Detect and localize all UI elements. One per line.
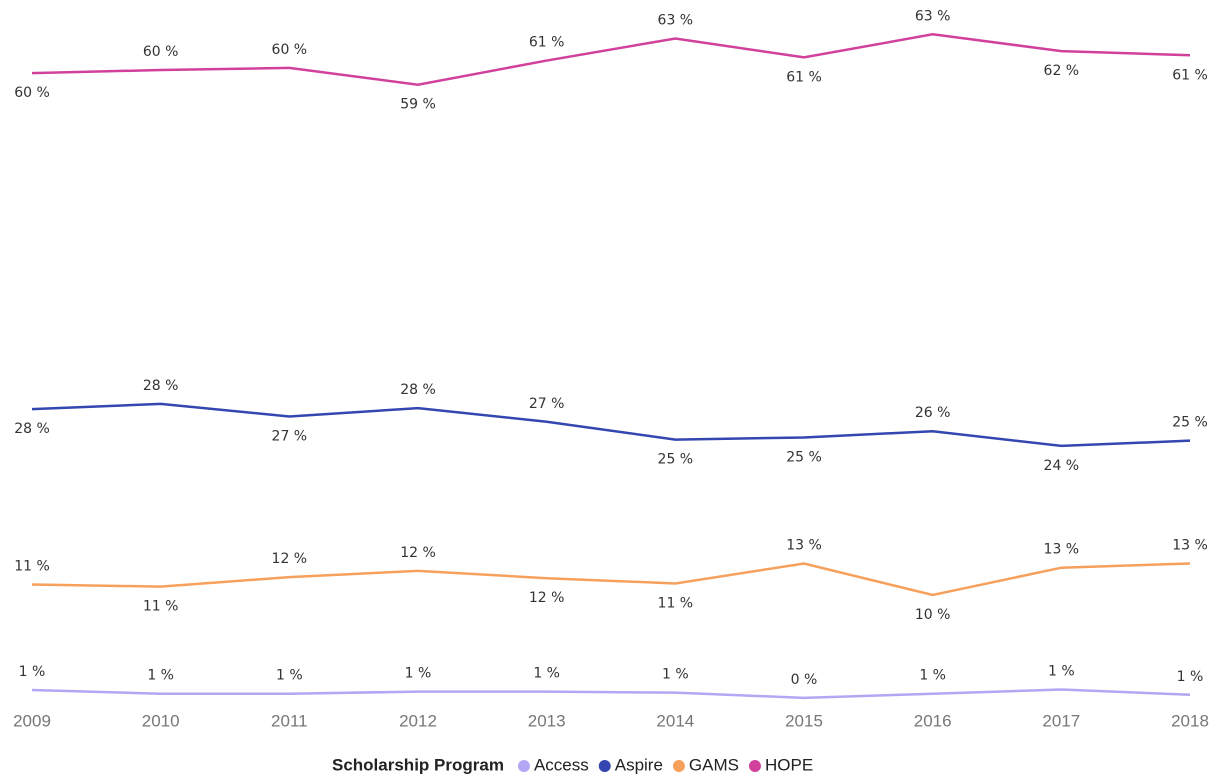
data-label: 13 % — [1044, 542, 1080, 558]
data-label: 1 % — [662, 667, 689, 683]
data-label: 25 % — [786, 450, 822, 466]
data-label: 1 % — [19, 664, 46, 680]
data-label: 1 % — [276, 668, 303, 684]
data-label: 1 % — [533, 666, 560, 682]
x-tick-label: 2010 — [142, 711, 180, 730]
x-tick-label: 2009 — [13, 711, 51, 730]
data-label: 1 % — [919, 668, 946, 684]
line — [31, 688, 1191, 700]
legend-marker — [748, 760, 761, 772]
data-label: 28 % — [143, 378, 179, 394]
x-tick-label: 2012 — [399, 711, 437, 730]
legend: Scholarship Program Access Aspire GAMS HOPE — [332, 755, 813, 774]
data-label: 1 % — [1177, 669, 1204, 685]
data-label: 10 % — [915, 607, 951, 623]
x-tick-label: 2017 — [1042, 711, 1080, 730]
data-label: 62 % — [1044, 63, 1080, 79]
x-tick-label: 2014 — [656, 711, 694, 730]
x-tick-label: 2015 — [785, 711, 823, 730]
x-tick-label: 2013 — [528, 711, 566, 730]
data-label: 11 % — [658, 595, 694, 611]
data-label: 60 % — [14, 85, 50, 101]
data-label: 0 % — [791, 672, 818, 688]
legend-label: GAMS — [689, 755, 739, 774]
line — [31, 402, 1191, 448]
data-label: 27 % — [272, 429, 308, 445]
legend-label: Aspire — [615, 755, 663, 774]
data-label: 1 % — [147, 668, 174, 684]
data-label: 28 % — [400, 382, 436, 398]
x-tick-label: 2018 — [1171, 711, 1209, 730]
data-label: 61 % — [529, 35, 565, 51]
data-label: 13 % — [786, 538, 822, 554]
data-label: 59 % — [400, 97, 436, 113]
data-label: 12 % — [400, 545, 436, 561]
data-label: 25 % — [1172, 415, 1208, 431]
x-tick-label: 2011 — [271, 711, 308, 730]
data-label: 26 % — [915, 405, 951, 421]
legend-marker — [517, 760, 530, 772]
data-label: 11 % — [143, 599, 179, 615]
data-label: 1 % — [405, 666, 432, 682]
data-label: 27 % — [529, 396, 565, 412]
data-label: 11 % — [14, 559, 50, 575]
legend-label: Access — [534, 755, 589, 774]
legend-marker — [598, 760, 611, 772]
data-label: 12 % — [272, 551, 308, 567]
data-label: 63 % — [658, 13, 694, 29]
legend-label: HOPE — [765, 755, 813, 774]
data-label: 60 % — [143, 44, 179, 60]
data-label: 61 % — [1172, 67, 1208, 83]
data-label: 61 % — [786, 69, 822, 85]
data-label: 63 % — [915, 8, 951, 24]
data-label: 28 % — [14, 421, 50, 437]
data-label: 25 % — [658, 452, 694, 468]
line — [31, 562, 1191, 597]
data-label: 13 % — [1172, 538, 1208, 554]
line — [31, 33, 1191, 86]
legend-title: Scholarship Program — [332, 755, 504, 774]
x-tick-label: 2016 — [914, 711, 952, 730]
legend-marker — [672, 760, 685, 772]
data-label: 60 % — [272, 42, 308, 58]
data-label: 1 % — [1048, 664, 1075, 680]
data-label: 24 % — [1044, 458, 1080, 474]
data-label: 12 % — [529, 590, 565, 606]
